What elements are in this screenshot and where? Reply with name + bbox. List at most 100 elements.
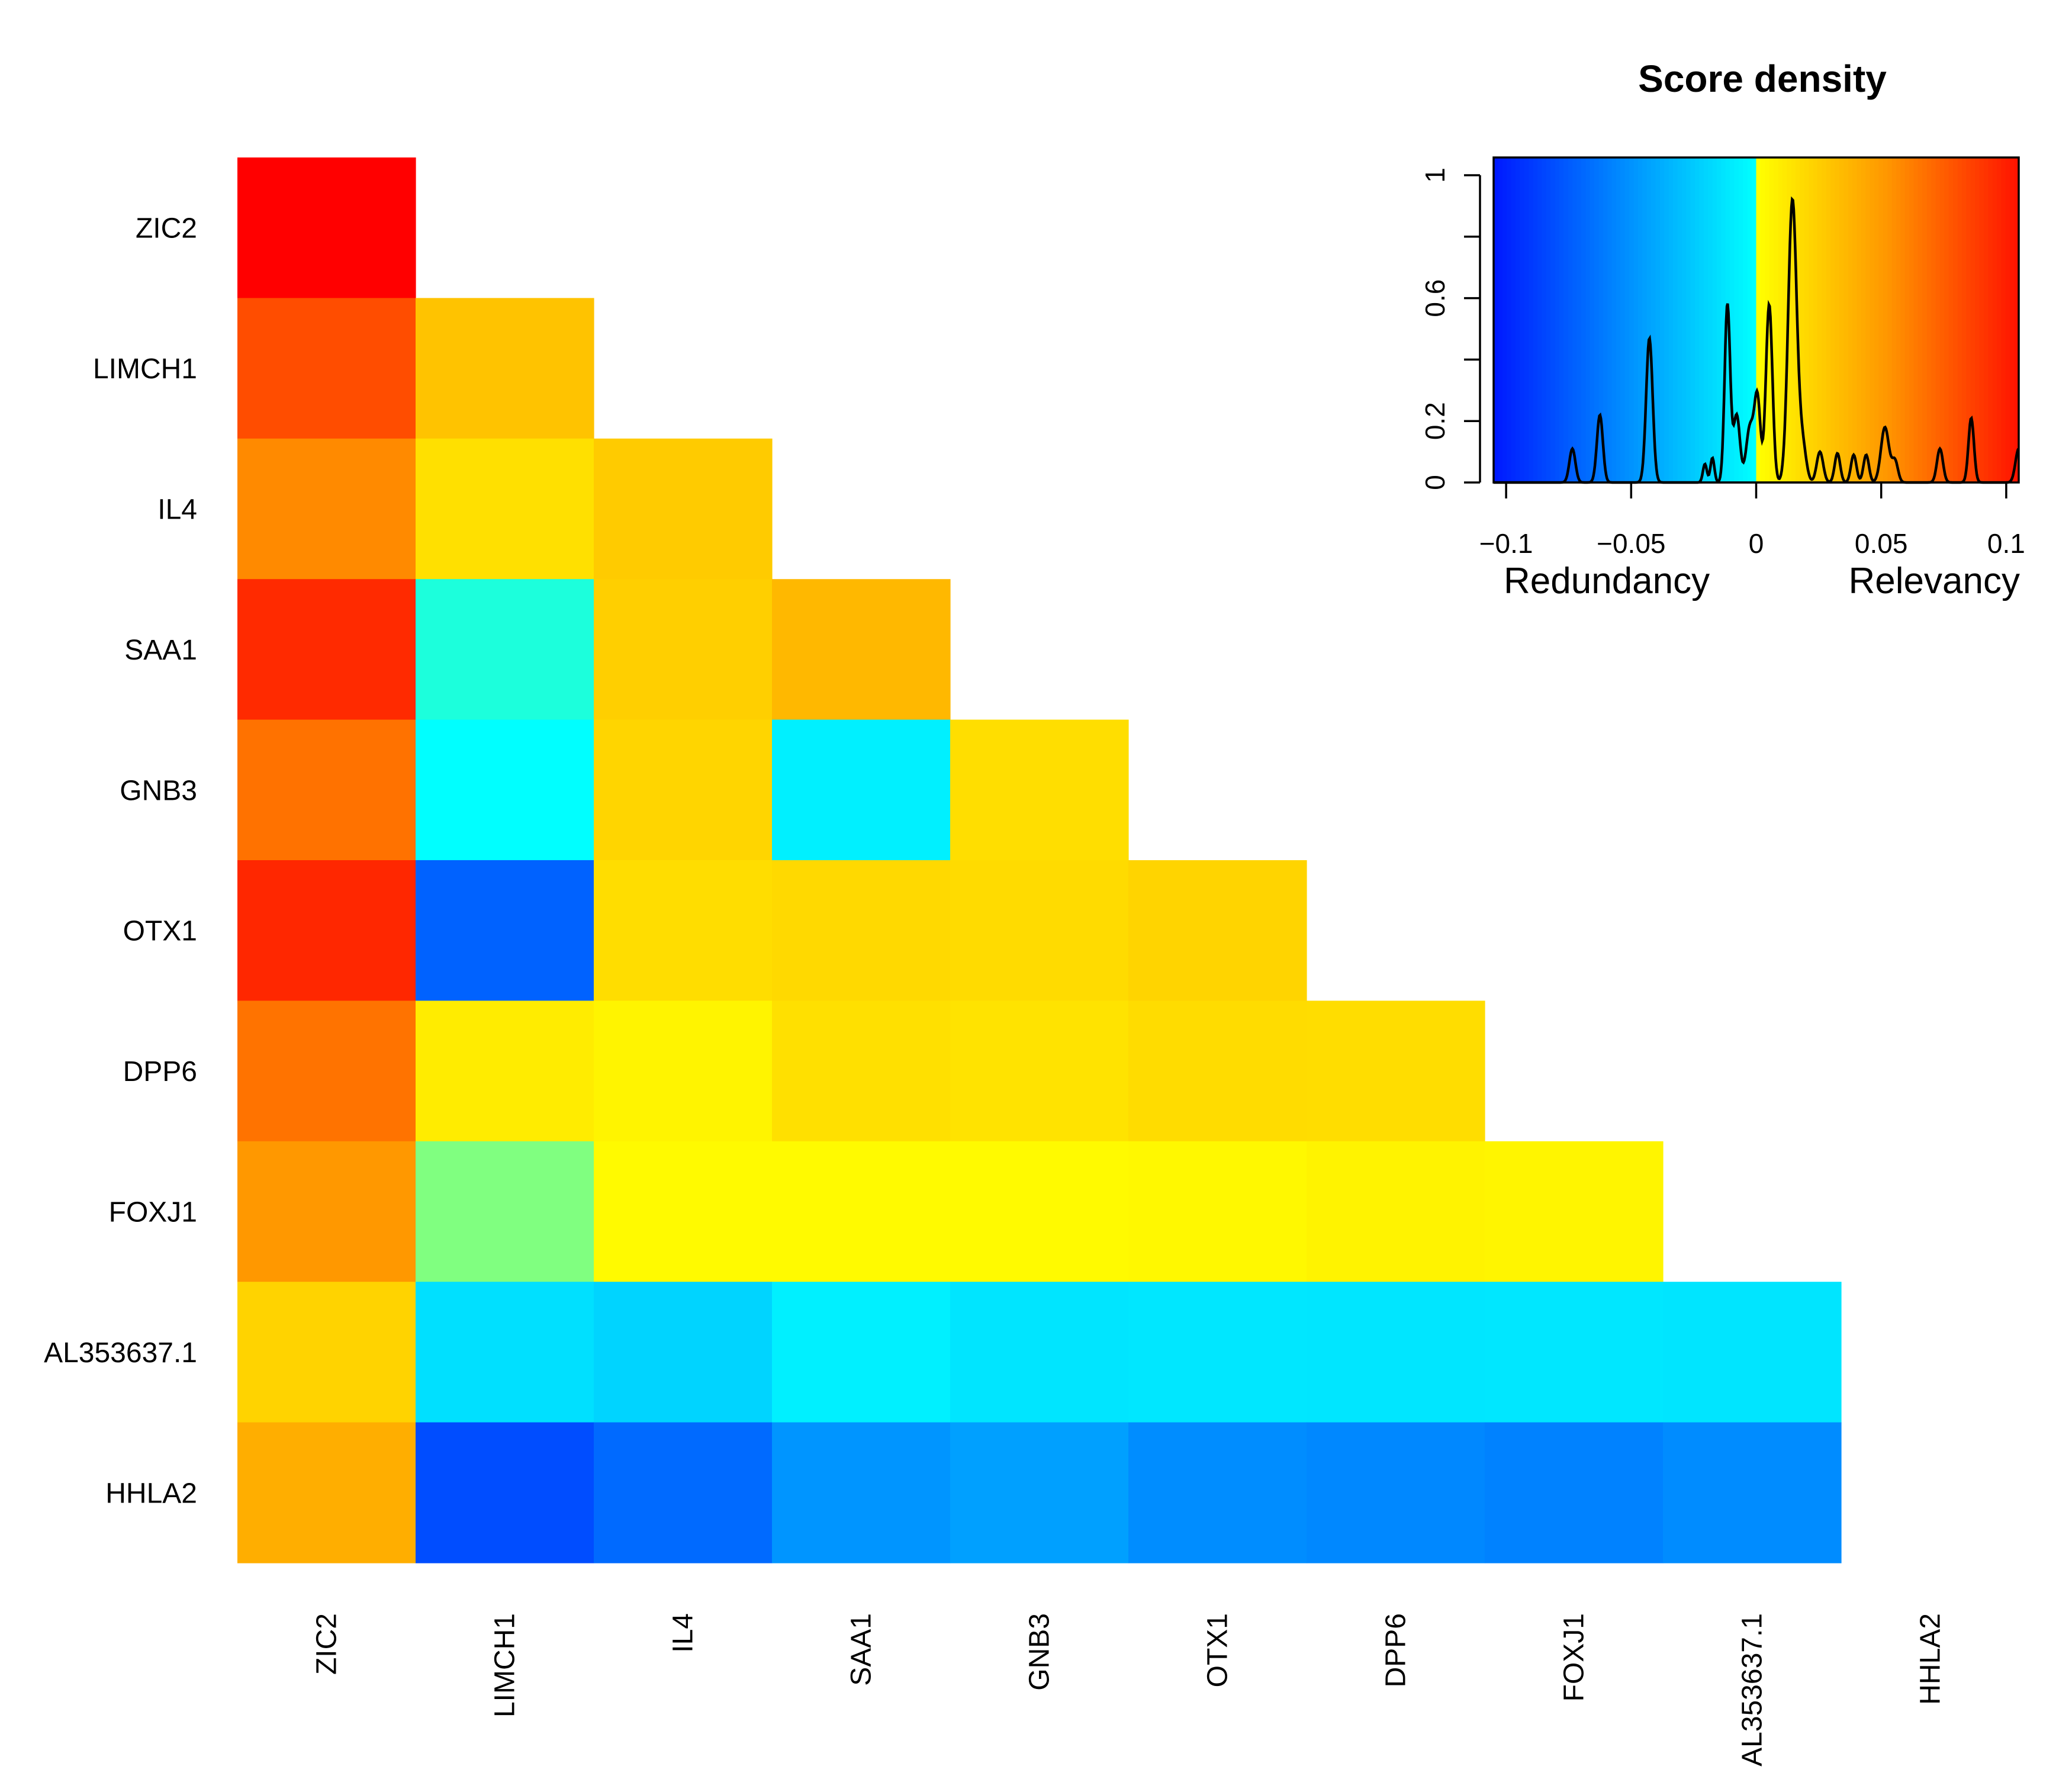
- heatmap-cell-GNB3-ZIC2: [237, 719, 416, 861]
- heatmap-cell-HHLA2-AL353637.1: [1663, 1422, 1842, 1563]
- gradient-strip-redundancy: [1677, 157, 1682, 482]
- heatmap-cell-SAA1-IL4: [594, 579, 773, 720]
- gradient-strip-redundancy: [1590, 157, 1595, 482]
- gradient-strip-redundancy: [1498, 157, 1503, 482]
- gradient-strip-relevancy: [1957, 157, 1962, 482]
- heatmap-cell-OTX1-LIMCH1: [416, 860, 594, 1001]
- gradient-strip-redundancy: [1624, 157, 1630, 482]
- row-label-LIMCH1: LIMCH1: [93, 353, 197, 385]
- gradient-strip-redundancy: [1515, 157, 1521, 482]
- heatmap-column-labels: ZIC2 LIMCH1 IL4 SAA1 GNB3 OTX1 DPP6 FOXJ1 AL3536…: [311, 1613, 1946, 1767]
- row-label-SAA1: SAA1: [124, 635, 197, 666]
- gradient-strip-relevancy: [1817, 157, 1823, 482]
- gradient-strip-redundancy: [1646, 157, 1652, 482]
- gradient-strip-redundancy: [1594, 157, 1600, 482]
- heatmap-cell-IL4-ZIC2: [237, 438, 416, 580]
- heatmap-cell-DPP6-ZIC2: [237, 1000, 416, 1142]
- heatmap-cell-ZIC2-ZIC2: [237, 157, 416, 298]
- gradient-strip-relevancy: [1843, 157, 1849, 482]
- heatmap-cell-AL353637.1-ZIC2: [237, 1282, 416, 1423]
- gradient-strip-relevancy: [1900, 157, 1906, 482]
- heatmap-cell-FOXJ1-GNB3: [950, 1141, 1129, 1282]
- gradient-strip-relevancy: [1922, 157, 1928, 482]
- gradient-strip-relevancy: [1760, 157, 1766, 482]
- gradient-strip-relevancy: [1774, 157, 1779, 482]
- gradient-strip-redundancy: [1559, 157, 1565, 482]
- gradient-strip-redundancy: [1546, 157, 1551, 482]
- heatmap-cell-HHLA2-ZIC2: [237, 1422, 416, 1563]
- gradient-strip-redundancy: [1511, 157, 1516, 482]
- column-label-FOXJ1: FOXJ1: [1559, 1613, 1590, 1701]
- gradient-strip-redundancy: [1502, 157, 1507, 482]
- heatmap-cell-FOXJ1-DPP6: [1307, 1141, 1485, 1282]
- row-label-DPP6: DPP6: [123, 1056, 197, 1088]
- gradient-strip-relevancy: [1848, 157, 1853, 482]
- gradient-strip-relevancy: [1917, 157, 1923, 482]
- heatmap-cell-AL353637.1-GNB3: [950, 1282, 1129, 1423]
- column-label-ZIC2: ZIC2: [311, 1613, 343, 1675]
- gradient-strip-redundancy: [1716, 157, 1722, 482]
- column-label-IL4: IL4: [668, 1613, 699, 1653]
- heatmap-cell-DPP6-GNB3: [950, 1000, 1129, 1142]
- gradient-strip-relevancy: [1961, 157, 1967, 482]
- heatmap-cell-OTX1-IL4: [594, 860, 773, 1001]
- heatmap-cell-GNB3-SAA1: [772, 719, 951, 861]
- column-label-OTX1: OTX1: [1202, 1613, 1234, 1687]
- gradient-strip-relevancy: [1970, 157, 1976, 482]
- gradient-strip-relevancy: [1944, 157, 1949, 482]
- gradient-strip-relevancy: [1878, 157, 1884, 482]
- y-tick-label: 0.6: [1420, 279, 1450, 317]
- heatmap-cell-DPP6-OTX1: [1128, 1000, 1307, 1142]
- column-label-SAA1: SAA1: [846, 1613, 877, 1686]
- column-label-HHLA2: HHLA2: [1915, 1613, 1946, 1705]
- heatmap-cell-SAA1-ZIC2: [237, 579, 416, 720]
- heatmap-cell-FOXJ1-SAA1: [772, 1141, 951, 1282]
- gradient-strip-relevancy: [1839, 157, 1845, 482]
- heatmap-cell-HHLA2-SAA1: [772, 1422, 951, 1563]
- gradient-strip-redundancy: [1611, 157, 1617, 482]
- x-tick-label: 0.1: [1987, 528, 2025, 559]
- gene-score-heatmap: ZIC2 LIMCH1 IL4 SAA1 GNB3 OTX1 DPP6 FOXJ1 AL3536…: [44, 157, 1946, 1767]
- heatmap-cell-HHLA2-OTX1: [1128, 1422, 1307, 1563]
- heatmap-cell-AL353637.1-DPP6: [1307, 1282, 1485, 1423]
- gradient-strip-relevancy: [1896, 157, 1902, 482]
- row-label-GNB3: GNB3: [120, 775, 197, 806]
- gradient-strip-relevancy: [1804, 157, 1809, 482]
- gradient-strip-relevancy: [1983, 157, 1989, 482]
- gradient-strip-redundancy: [1585, 157, 1591, 482]
- x-tick-label: 0.05: [1855, 528, 1908, 559]
- gradient-strip-relevancy: [1948, 157, 1954, 482]
- heatmap-cell-HHLA2-FOXJ1: [1485, 1422, 1664, 1563]
- gradient-strip-redundancy: [1520, 157, 1525, 482]
- gradient-strip-redundancy: [1690, 157, 1695, 482]
- gradient-strip-redundancy: [1598, 157, 1604, 482]
- row-label-AL353637.1: AL353637.1: [44, 1337, 197, 1369]
- gradient-strip-redundancy: [1708, 157, 1713, 482]
- gradient-strip-relevancy: [1865, 157, 1871, 482]
- heatmap-row-labels: ZIC2 LIMCH1 IL4 SAA1 GNB3 OTX1 DPP6 FOXJ1 AL3536…: [44, 213, 197, 1510]
- heatmap-cell-AL353637.1-OTX1: [1128, 1282, 1307, 1423]
- inset-title: Score density: [1638, 57, 1887, 100]
- gradient-strip-relevancy: [1913, 157, 1919, 482]
- gradient-strip-redundancy: [1686, 157, 1691, 482]
- x-tick-label: −0.05: [1597, 528, 1665, 559]
- heatmap-cell-SAA1-LIMCH1: [416, 579, 594, 720]
- column-label-AL353637.1: AL353637.1: [1737, 1613, 1768, 1767]
- gradient-strip-relevancy: [1975, 157, 1980, 482]
- heatmap-cell-FOXJ1-FOXJ1: [1485, 1141, 1664, 1282]
- gradient-strip-relevancy: [1800, 157, 1805, 482]
- gradient-strip-relevancy: [1909, 157, 1915, 482]
- heatmap-cell-DPP6-LIMCH1: [416, 1000, 594, 1142]
- gradient-strip-redundancy: [1752, 157, 1757, 482]
- heatmap-cell-IL4-LIMCH1: [416, 438, 594, 580]
- y-tick-label: 0: [1420, 475, 1450, 490]
- inset-axes: −0.1 −0.05 0 0.05 0.1 0 0.2 0.6 1: [1420, 168, 2025, 559]
- gradient-strip-relevancy: [1874, 157, 1880, 482]
- x-tick-label: −0.1: [1479, 528, 1533, 559]
- row-label-FOXJ1: FOXJ1: [109, 1197, 197, 1228]
- heatmap-cell-AL353637.1-SAA1: [772, 1282, 951, 1423]
- gradient-strip-relevancy: [1904, 157, 1910, 482]
- gradient-strip-relevancy: [1891, 157, 1897, 482]
- gradient-strip-relevancy: [1835, 157, 1840, 482]
- heatmap-cell-FOXJ1-OTX1: [1128, 1141, 1307, 1282]
